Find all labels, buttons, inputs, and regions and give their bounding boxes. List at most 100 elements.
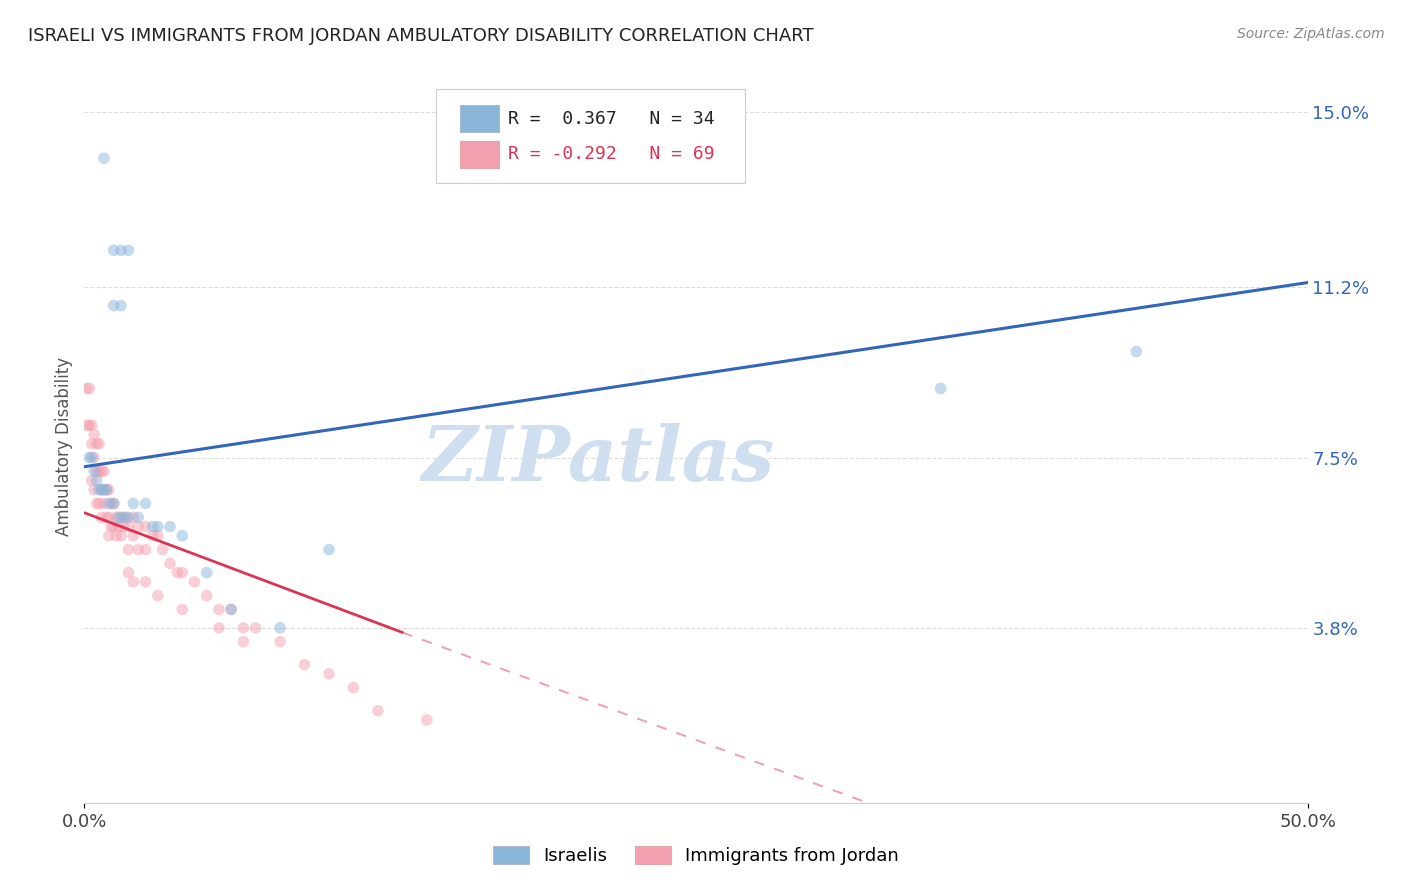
- Point: [76, 418, 98, 433]
- Point: [172, 602, 194, 616]
- Point: [122, 510, 145, 524]
- Point: [208, 621, 231, 635]
- Point: [127, 542, 149, 557]
- Point: [172, 566, 194, 580]
- Point: [93, 497, 115, 511]
- Point: [1125, 344, 1147, 359]
- Point: [110, 299, 132, 313]
- Point: [929, 381, 952, 395]
- Point: [90, 483, 112, 497]
- Point: [127, 519, 149, 533]
- Point: [110, 244, 132, 258]
- Point: [122, 574, 145, 589]
- Point: [122, 497, 145, 511]
- Point: [208, 602, 231, 616]
- Point: [80, 418, 103, 433]
- Point: [103, 497, 125, 511]
- Point: [103, 497, 125, 511]
- Text: ZIPatlas: ZIPatlas: [422, 424, 775, 497]
- Point: [77, 450, 100, 465]
- Point: [83, 464, 105, 478]
- Point: [107, 519, 129, 533]
- Point: [80, 474, 103, 488]
- Point: [112, 510, 135, 524]
- Point: [96, 483, 118, 497]
- Point: [342, 681, 364, 695]
- Point: [96, 483, 118, 497]
- Point: [318, 666, 340, 681]
- Point: [103, 519, 125, 533]
- Point: [77, 418, 100, 433]
- Point: [90, 510, 112, 524]
- Point: [195, 589, 218, 603]
- Point: [100, 497, 122, 511]
- Point: [159, 557, 181, 571]
- Point: [146, 529, 169, 543]
- Point: [166, 566, 188, 580]
- Point: [86, 474, 108, 488]
- Point: [135, 542, 157, 557]
- Point: [146, 519, 169, 533]
- Point: [97, 483, 120, 497]
- Point: [115, 510, 138, 524]
- Point: [103, 244, 125, 258]
- Point: [127, 510, 149, 524]
- Point: [90, 483, 112, 497]
- Point: [117, 510, 139, 524]
- Point: [86, 436, 108, 450]
- Point: [105, 529, 128, 543]
- Point: [135, 519, 157, 533]
- Point: [152, 542, 174, 557]
- Point: [110, 529, 132, 543]
- Y-axis label: Ambulatory Disability: Ambulatory Disability: [55, 357, 73, 535]
- Point: [97, 510, 120, 524]
- Point: [100, 519, 122, 533]
- Point: [90, 464, 112, 478]
- Point: [96, 510, 118, 524]
- Point: [146, 589, 169, 603]
- Point: [232, 621, 254, 635]
- Text: ISRAELI VS IMMIGRANTS FROM JORDAN AMBULATORY DISABILITY CORRELATION CHART: ISRAELI VS IMMIGRANTS FROM JORDAN AMBULA…: [28, 27, 814, 45]
- Point: [318, 542, 340, 557]
- Point: [117, 542, 139, 557]
- Point: [83, 450, 105, 465]
- Text: Source: ZipAtlas.com: Source: ZipAtlas.com: [1237, 27, 1385, 41]
- Point: [97, 529, 120, 543]
- Point: [367, 704, 389, 718]
- Point: [416, 713, 439, 727]
- Point: [93, 151, 115, 165]
- Point: [294, 657, 316, 672]
- Point: [245, 621, 267, 635]
- Point: [107, 510, 129, 524]
- Point: [86, 497, 108, 511]
- Point: [142, 529, 165, 543]
- Point: [87, 464, 110, 478]
- Point: [97, 497, 120, 511]
- Text: R = -0.292   N = 69: R = -0.292 N = 69: [508, 145, 714, 163]
- Point: [195, 566, 218, 580]
- Point: [80, 436, 103, 450]
- Point: [105, 510, 128, 524]
- Point: [93, 483, 115, 497]
- Point: [87, 483, 110, 497]
- Point: [112, 519, 135, 533]
- Point: [172, 529, 194, 543]
- Point: [232, 634, 254, 648]
- Point: [219, 602, 242, 616]
- Point: [86, 464, 108, 478]
- Point: [269, 634, 291, 648]
- Point: [117, 244, 139, 258]
- Point: [135, 574, 157, 589]
- Legend: Israelis, Immigrants from Jordan: Israelis, Immigrants from Jordan: [486, 838, 905, 872]
- Point: [159, 519, 181, 533]
- Point: [83, 427, 105, 442]
- Point: [87, 497, 110, 511]
- Point: [219, 602, 242, 616]
- Point: [93, 464, 115, 478]
- Point: [83, 483, 105, 497]
- Point: [110, 510, 132, 524]
- Point: [183, 574, 205, 589]
- Point: [269, 621, 291, 635]
- Point: [103, 299, 125, 313]
- Point: [117, 519, 139, 533]
